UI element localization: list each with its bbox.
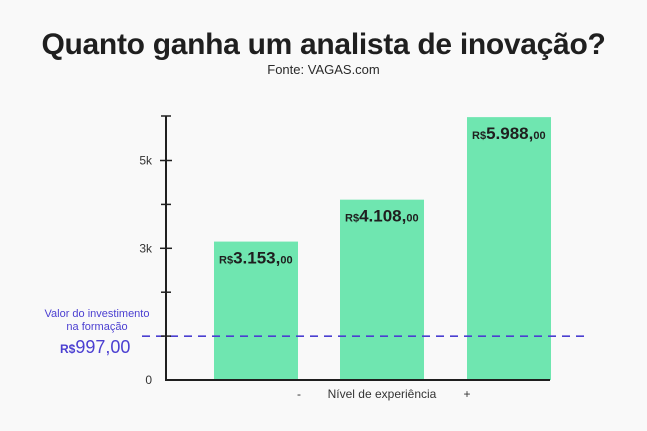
x-axis-min-label: - bbox=[297, 387, 301, 401]
bar-1 bbox=[214, 241, 298, 380]
bar-value-label-2: R$4.108,00 bbox=[345, 207, 419, 226]
bar-2 bbox=[340, 199, 424, 380]
y-tick-label-5k: 5k bbox=[139, 154, 153, 168]
y-tick-label-0: 0 bbox=[145, 373, 152, 387]
bar-value-label-3: R$5.988,00 bbox=[472, 124, 546, 143]
reference-value-label: R$997,00 bbox=[60, 337, 130, 357]
bar-value-label-1: R$3.153,00 bbox=[219, 249, 293, 268]
reference-note-line2: na formação bbox=[66, 321, 127, 333]
bar-3 bbox=[467, 117, 551, 380]
reference-note-line1: Valor do investimento bbox=[45, 308, 150, 320]
x-axis-title: Nível de experiência bbox=[328, 387, 437, 401]
y-tick-label-3k: 3k bbox=[139, 241, 153, 255]
x-axis-max-label: + bbox=[463, 387, 470, 401]
chart-subtitle: Fonte: VAGAS.com bbox=[267, 62, 380, 77]
chart-title: Quanto ganha um analista de inovação? bbox=[41, 28, 606, 61]
